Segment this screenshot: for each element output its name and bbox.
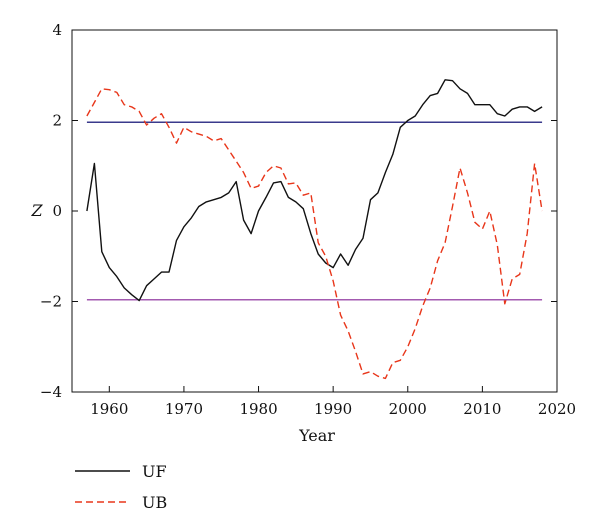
y-tick-label: −2 [40, 293, 62, 311]
y-tick-label: 4 [52, 21, 62, 39]
x-tick-label: 1960 [90, 400, 128, 418]
x-tick-label: 2000 [389, 400, 427, 418]
y-tick-label: 0 [52, 202, 62, 220]
legend-label-uf: UF [142, 462, 167, 481]
legend-label-ub: UB [142, 493, 167, 512]
x-tick-label: 1990 [314, 400, 352, 418]
x-axis-ticks: 1960 1970 1980 1990 2000 2010 2020 [90, 386, 576, 418]
y-axis-label: Z [30, 201, 43, 220]
y-tick-label: 2 [52, 112, 62, 130]
x-tick-label: 2020 [538, 400, 576, 418]
series-line-ub [86, 88, 543, 380]
reference-lines [86, 121, 543, 301]
y-axis-ticks: −4 −2 0 2 4 [40, 21, 557, 401]
plot-frame [71, 29, 558, 393]
series-line-uf [86, 79, 543, 302]
x-tick-label: 1970 [165, 400, 203, 418]
legend: UF UB [75, 462, 167, 512]
series-layer [86, 79, 543, 380]
plot-border [71, 29, 558, 393]
x-axis-label: Year [298, 426, 335, 445]
x-tick-label: 1980 [239, 400, 277, 418]
x-tick-label: 2010 [463, 400, 501, 418]
y-tick-label: −4 [40, 383, 62, 401]
